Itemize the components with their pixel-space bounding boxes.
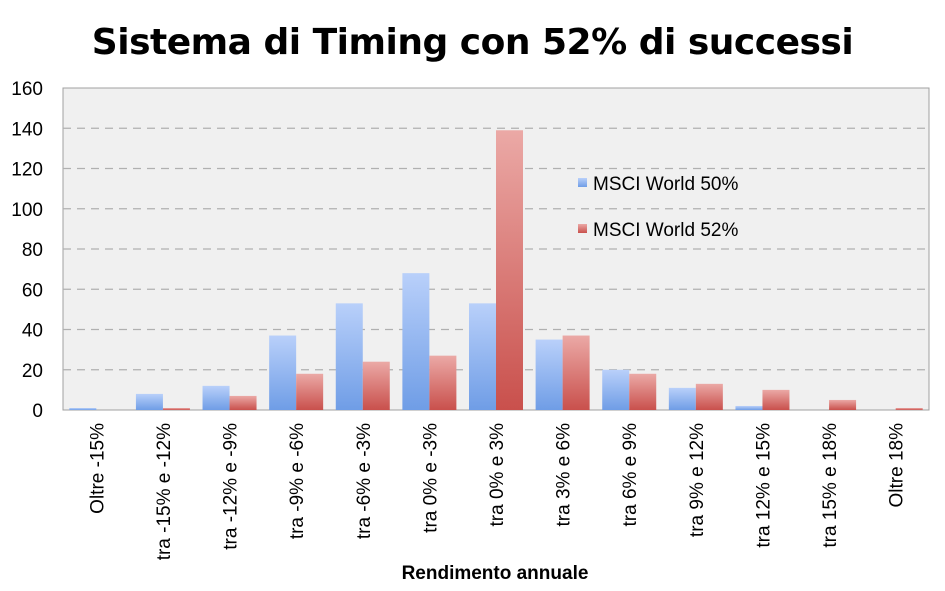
bar-msci-world-52: [829, 399, 857, 410]
x-tick-label: tra 12% e 15%: [753, 423, 774, 548]
bars: [69, 130, 923, 410]
grid-lines: [63, 127, 929, 371]
x-tick-label: tra 0% e 3%: [487, 423, 508, 527]
bar-msci-world-50: [668, 387, 696, 410]
bar-msci-world-50: [735, 405, 763, 410]
bar-msci-world-50: [69, 407, 97, 410]
bar-msci-world-52: [296, 373, 324, 410]
x-tick-label: Oltre 18%: [887, 423, 908, 508]
legend-swatch: [578, 224, 587, 233]
y-tick-label: 20: [22, 361, 43, 382]
x-tick-label: tra 3% e 6%: [554, 423, 575, 527]
bar-msci-world-50: [269, 335, 297, 410]
bar-msci-world-52: [695, 383, 723, 410]
y-tick-label: 160: [11, 79, 43, 100]
x-tick-label: tra 15% e 18%: [820, 423, 841, 548]
bar-msci-world-52: [629, 373, 657, 410]
y-tick-label: 40: [22, 321, 43, 342]
x-tick-label: tra -6% e -3%: [354, 423, 375, 539]
bar-msci-world-50: [469, 303, 496, 410]
bar-msci-world-50: [602, 369, 630, 410]
x-tick-label: tra -9% e -6%: [287, 423, 308, 539]
bar-msci-world-50: [202, 385, 230, 410]
x-tick-label: tra -15% e -12%: [154, 423, 175, 560]
x-tick-label: tra -12% e -9%: [221, 423, 242, 550]
bar-msci-world-52: [895, 407, 923, 410]
bar-msci-world-52: [429, 355, 457, 410]
x-tick-label: tra 6% e 9%: [620, 423, 641, 527]
axis-ticks: 0 20 40 60 80 100 120 140 160 Oltre -15% tra -15% …: [11, 79, 907, 560]
bar-msci-world-52: [496, 130, 523, 410]
bar-msci-world-50: [402, 273, 430, 410]
bar-msci-world-52: [562, 335, 590, 410]
x-tick-label: tra 9% e 12%: [687, 423, 708, 537]
bar-msci-world-52: [162, 407, 190, 410]
legend: MSCI World 50% MSCI World 52%: [578, 174, 738, 241]
y-tick-label: 0: [32, 401, 43, 422]
bar-msci-world-50: [535, 339, 563, 410]
y-tick-label: 60: [22, 280, 43, 301]
bar-msci-world-52: [762, 389, 790, 410]
y-tick-label: 120: [11, 160, 43, 181]
legend-swatch: [578, 178, 587, 187]
chart-title: Sistema di Timing con 52% di successi: [91, 22, 854, 63]
bar-msci-world-52: [362, 361, 390, 410]
x-tick-label: tra 0% e -3%: [420, 423, 441, 533]
bar-msci-world-50: [135, 393, 163, 410]
legend-label: MSCI World 52%: [593, 220, 738, 241]
y-tick-label: 140: [11, 119, 43, 140]
x-tick-label: Oltre -15%: [87, 423, 108, 514]
bar-msci-world-52: [229, 395, 257, 410]
y-tick-label: 100: [11, 200, 43, 221]
y-tick-label: 80: [22, 240, 43, 261]
x-axis-label: Rendimento annuale: [401, 563, 589, 584]
bar-msci-world-50: [335, 303, 363, 410]
legend-label: MSCI World 50%: [593, 174, 738, 195]
